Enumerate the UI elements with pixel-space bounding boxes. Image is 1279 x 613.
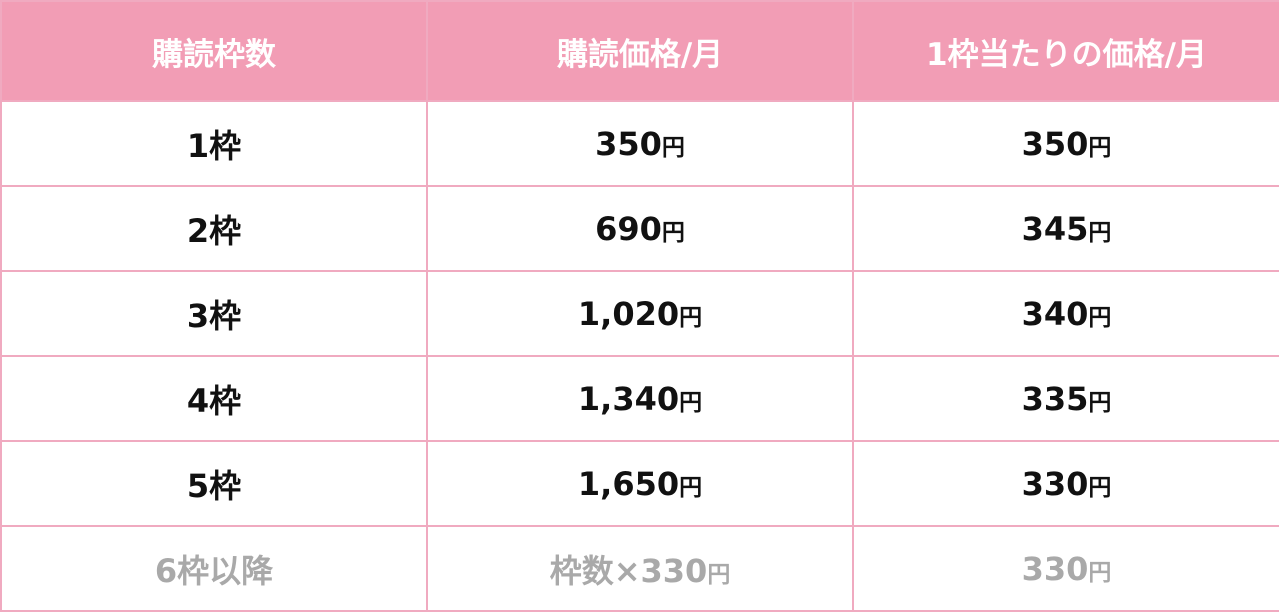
cell-price: 690円	[426, 185, 854, 272]
price-unit: 円	[661, 219, 685, 246]
cell-per-slot: 330円	[852, 525, 1279, 612]
table-row: 4枠 1,340円 335円	[0, 355, 1279, 442]
per-slot-value: 345	[1021, 209, 1089, 248]
price-value: 690	[595, 209, 662, 248]
price-value: 1,020	[577, 294, 680, 333]
slots-value: 2枠	[186, 211, 242, 250]
slots-value: 5枠	[186, 466, 242, 505]
cell-per-slot: 340円	[852, 270, 1279, 357]
slots-value: 1枠	[186, 126, 242, 165]
cell-price: 1,650円	[426, 440, 854, 527]
per-slot-value: 330	[1021, 464, 1089, 503]
cell-price: 枠数×330円	[426, 525, 854, 612]
price-value: 枠数×330	[549, 551, 708, 590]
cell-slots: 6枠以降	[0, 525, 428, 612]
price-value: 1,340	[577, 379, 680, 418]
table-row: 2枠 690円 345円	[0, 185, 1279, 272]
header-slots: 購読枠数	[0, 0, 428, 102]
price-unit: 円	[707, 561, 731, 588]
cell-per-slot: 330円	[852, 440, 1279, 527]
per-slot-unit: 円	[1088, 389, 1112, 416]
price-unit: 円	[679, 304, 703, 331]
price-value: 1,650	[577, 464, 680, 503]
per-slot-value: 340	[1021, 294, 1089, 333]
cell-per-slot: 335円	[852, 355, 1279, 442]
slots-value: 4枠	[186, 381, 242, 420]
price-value: 350	[595, 124, 662, 163]
header-per-slot: 1枠当たりの価格/月	[852, 0, 1279, 102]
cell-per-slot: 345円	[852, 185, 1279, 272]
per-slot-value: 330	[1021, 549, 1089, 588]
slots-value: 3枠	[186, 296, 242, 335]
header-price: 購読価格/月	[426, 0, 854, 102]
table-row: 6枠以降 枠数×330円 330円	[0, 525, 1279, 612]
price-unit: 円	[679, 389, 703, 416]
cell-slots: 5枠	[0, 440, 428, 527]
table-row: 5枠 1,650円 330円	[0, 440, 1279, 527]
per-slot-value: 350	[1021, 124, 1089, 163]
table-row: 3枠 1,020円 340円	[0, 270, 1279, 357]
table-row: 1枠 350円 350円	[0, 100, 1279, 187]
per-slot-value: 335	[1021, 379, 1089, 418]
per-slot-unit: 円	[1088, 219, 1112, 246]
per-slot-unit: 円	[1088, 134, 1112, 161]
price-unit: 円	[661, 134, 685, 161]
cell-slots: 4枠	[0, 355, 428, 442]
cell-price: 350円	[426, 100, 854, 187]
price-unit: 円	[679, 474, 703, 501]
cell-slots: 2枠	[0, 185, 428, 272]
cell-per-slot: 350円	[852, 100, 1279, 187]
cell-price: 1,020円	[426, 270, 854, 357]
header-row: 購読枠数 購読価格/月 1枠当たりの価格/月	[0, 0, 1279, 102]
per-slot-unit: 円	[1088, 304, 1112, 331]
per-slot-unit: 円	[1088, 474, 1112, 501]
slots-value: 6枠以降	[154, 551, 274, 590]
cell-slots: 3枠	[0, 270, 428, 357]
cell-price: 1,340円	[426, 355, 854, 442]
cell-slots: 1枠	[0, 100, 428, 187]
per-slot-unit: 円	[1088, 559, 1112, 586]
